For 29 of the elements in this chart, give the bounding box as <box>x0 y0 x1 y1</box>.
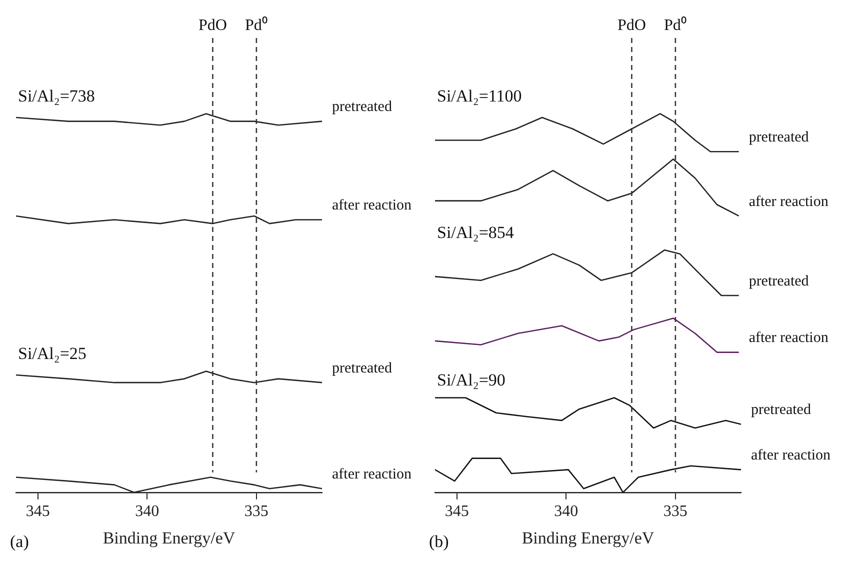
series-label: pretreated <box>748 130 810 146</box>
series-label: pretreated <box>332 360 392 377</box>
x-tick-label: 335 <box>663 503 688 520</box>
series-label: after reaction <box>332 198 412 214</box>
text: (b) <box>429 532 449 551</box>
ref-line-label: Pd⁰ <box>664 16 687 34</box>
text: Si/Al₂=738 <box>18 86 95 106</box>
x-tick-label: 345 <box>26 503 50 520</box>
x-tick-label: 340 <box>135 503 160 520</box>
annotation: Si/Al₂=854 <box>437 223 514 242</box>
ref-line-label: Pd⁰ <box>244 16 268 34</box>
x-tick-label: 340 <box>554 503 578 520</box>
series-label: after reaction <box>332 466 412 483</box>
series-label: pretreated <box>751 402 812 418</box>
series-label: pretreated <box>332 99 392 116</box>
series-label: after reaction <box>748 194 829 210</box>
text: Si/Al₂=1100 <box>437 86 522 106</box>
ref-line-label: PdO <box>198 17 227 34</box>
x-axis-title: Binding Energy/eV <box>522 528 655 548</box>
ref-line-label: PdO <box>617 17 646 34</box>
x-tick-label: 335 <box>244 503 268 520</box>
series-label: after reaction <box>751 448 832 464</box>
x-axis-title: Binding Energy/eV <box>102 528 236 548</box>
annotation: Si/Al₂=25 <box>18 344 86 364</box>
text: (a) <box>10 532 29 551</box>
x-tick-label: 345 <box>444 503 469 520</box>
series-label: pretreated <box>748 273 810 290</box>
annotation: Si/Al₂=90 <box>437 370 506 390</box>
series-label: after reaction <box>748 330 829 346</box>
